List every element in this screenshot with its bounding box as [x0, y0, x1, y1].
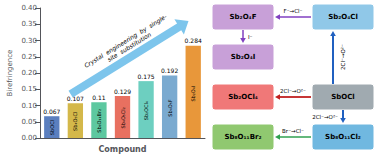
- svg-text:Birefringence: Birefringence: [6, 50, 14, 97]
- svg-text:0.05: 0.05: [21, 118, 37, 126]
- svg-text:0.20: 0.20: [21, 69, 37, 77]
- svg-text:Sb₄O₅Cl₂: Sb₄O₅Cl₂: [120, 107, 126, 128]
- svg-text:0.11: 0.11: [92, 94, 106, 101]
- svg-text:0.129: 0.129: [114, 88, 131, 95]
- svg-text:SbOCl: SbOCl: [49, 120, 55, 135]
- svg-text:0.175: 0.175: [137, 73, 154, 80]
- svg-text:0.35: 0.35: [21, 20, 37, 28]
- svg-text:0.192: 0.192: [161, 67, 178, 74]
- svg-text:0.284: 0.284: [185, 37, 202, 44]
- svg-text:0.30: 0.30: [21, 37, 37, 45]
- svg-text:Crystal engineering by sing: Crystal engineering by single-: [83, 13, 169, 70]
- svg-text:0.067: 0.067: [43, 108, 60, 115]
- svg-text:2Cl⁻→O²⁻: 2Cl⁻→O²⁻: [280, 88, 306, 94]
- svg-text:I⁻: I⁻: [248, 34, 253, 40]
- svg-text:Sb₄O₅F: Sb₄O₅F: [167, 99, 173, 116]
- svg-text:Sb₈O₁₁Cl₂: Sb₈O₁₁Cl₂: [325, 133, 361, 141]
- svg-text:site substitution: site substitution: [106, 30, 153, 62]
- svg-text:Sb₂O₄I: Sb₂O₄I: [190, 86, 196, 102]
- svg-text:Sb₂OCl₄: Sb₂OCl₄: [228, 93, 258, 101]
- svg-text:Br⁻→Cl⁻: Br⁻→Cl⁻: [282, 128, 304, 134]
- svg-text:Sb₂OCl₄: Sb₂OCl₄: [143, 101, 149, 120]
- svg-text:Sb₂O₄F: Sb₂O₄F: [230, 13, 257, 21]
- svg-text:Sb₂O₄I: Sb₂O₄I: [231, 53, 256, 61]
- svg-text:Sb₂O₄Cl: Sb₂O₄Cl: [328, 13, 358, 21]
- svg-text:0.107: 0.107: [66, 94, 84, 102]
- svg-text:0.40: 0.40: [21, 4, 37, 12]
- svg-text:2Cl⁻→O²⁻: 2Cl⁻→O²⁻: [340, 44, 346, 70]
- svg-text:Sb₄O₅Cl: Sb₄O₅Cl: [72, 112, 78, 131]
- svg-text:Compound: Compound: [98, 145, 146, 154]
- svg-text:SbOCl: SbOCl: [331, 93, 355, 101]
- svg-text:0.10: 0.10: [21, 102, 37, 110]
- svg-text:0.15: 0.15: [21, 85, 37, 93]
- svg-text:Sb₈O₁₁Br₂: Sb₈O₁₁Br₂: [224, 133, 261, 141]
- svg-text:Sb₈O₁₁Br₂: Sb₈O₁₁Br₂: [96, 109, 102, 133]
- svg-text:F⁻→Cl⁻: F⁻→Cl⁻: [284, 8, 303, 14]
- svg-text:0.25: 0.25: [21, 53, 37, 61]
- svg-text:0.00: 0.00: [21, 134, 37, 142]
- svg-text:2Cl⁻→O²⁻: 2Cl⁻→O²⁻: [312, 114, 338, 120]
